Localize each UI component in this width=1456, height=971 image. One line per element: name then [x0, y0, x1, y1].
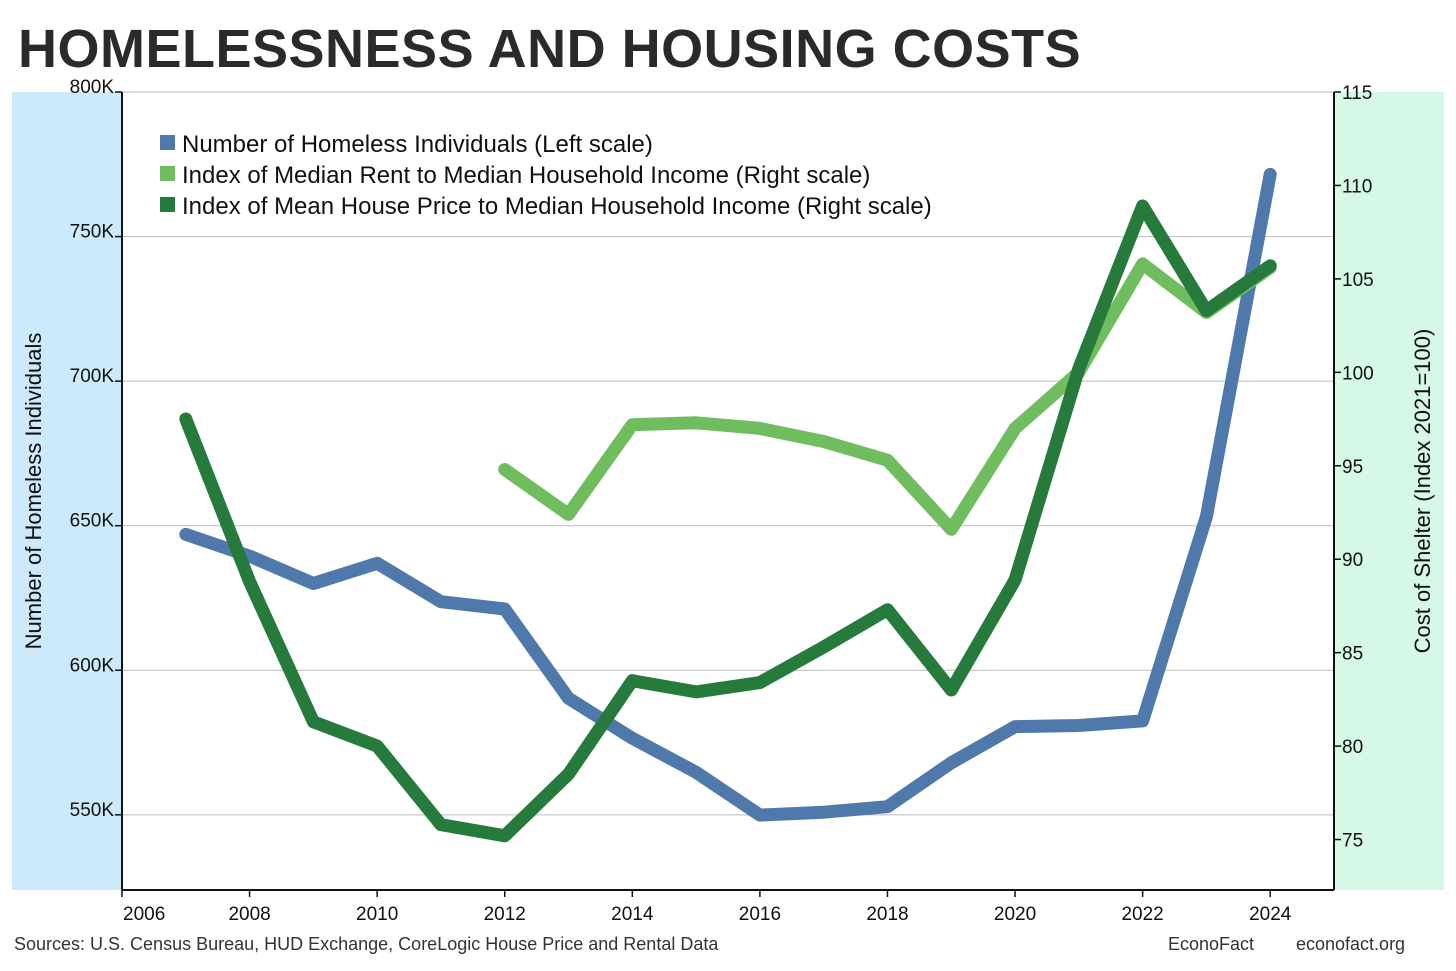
legend-swatch-homeless [160, 135, 175, 150]
x-tick-label: 2024 [1249, 904, 1292, 925]
axes: 550K 600K 650K 700K 750K 800K 75 80 85 90 95 100 105… [70, 77, 1374, 925]
y-left-tick-label: 750K [70, 222, 115, 243]
footer-url: econofact.org [1296, 934, 1406, 954]
legend-label-house: Index of Mean House Price to Median Hous… [182, 193, 932, 220]
y-axis-left-title: Number of Homeless Individuals [21, 333, 46, 650]
series-line-house [179, 199, 1277, 843]
x-tick-label: 2006 [123, 904, 165, 925]
y-right-tick-label: 105 [1342, 270, 1374, 291]
y-left-tick-label: 650K [70, 511, 115, 532]
series-lines [179, 167, 1277, 843]
chart-title: HOMELESSNESS AND HOUSING COSTS [18, 19, 1082, 79]
legend-swatch-rent [160, 166, 175, 181]
footer-brand: EconoFact [1168, 934, 1255, 954]
x-tick-label: 2008 [228, 904, 270, 925]
x-tick-label: 2010 [356, 904, 398, 925]
legend-label-homeless: Number of Homeless Individuals (Left sca… [182, 131, 653, 158]
y-right-tick-label: 75 [1342, 831, 1363, 852]
right-axis-panel [1334, 92, 1444, 890]
y-right-tick-label: 95 [1342, 457, 1363, 478]
x-tick-label: 2022 [1121, 904, 1163, 925]
x-tick-label: 2016 [739, 904, 781, 925]
y-axis-right-title: Cost of Shelter (Index 2021=100) [1410, 329, 1435, 654]
left-axis-panel [12, 92, 122, 890]
y-left-tick-label: 550K [70, 800, 115, 821]
x-tick-label: 2020 [994, 904, 1036, 925]
legend: Number of Homeless Individuals (Left sca… [160, 131, 932, 220]
x-tick-label: 2018 [866, 904, 908, 925]
series-line-rent [498, 257, 1277, 536]
y-left-tick-label: 700K [70, 366, 115, 387]
y-right-tick-label: 100 [1342, 363, 1374, 384]
y-left-tick-label: 600K [70, 655, 115, 676]
y-right-tick-label: 85 [1342, 644, 1363, 665]
y-right-tick-label: 80 [1342, 737, 1363, 758]
series-line-homeless [179, 167, 1277, 822]
footer-sources: Sources: U.S. Census Bureau, HUD Exchang… [14, 934, 719, 954]
x-tick-label: 2014 [611, 904, 654, 925]
y-right-tick-label: 115 [1342, 83, 1372, 104]
legend-label-rent: Index of Median Rent to Median Household… [182, 162, 870, 189]
y-right-tick-label: 110 [1342, 176, 1372, 197]
x-tick-label: 2012 [484, 904, 526, 925]
y-left-tick-label: 800K [70, 77, 115, 98]
legend-swatch-house [160, 197, 175, 212]
y-right-tick-label: 90 [1342, 550, 1363, 571]
